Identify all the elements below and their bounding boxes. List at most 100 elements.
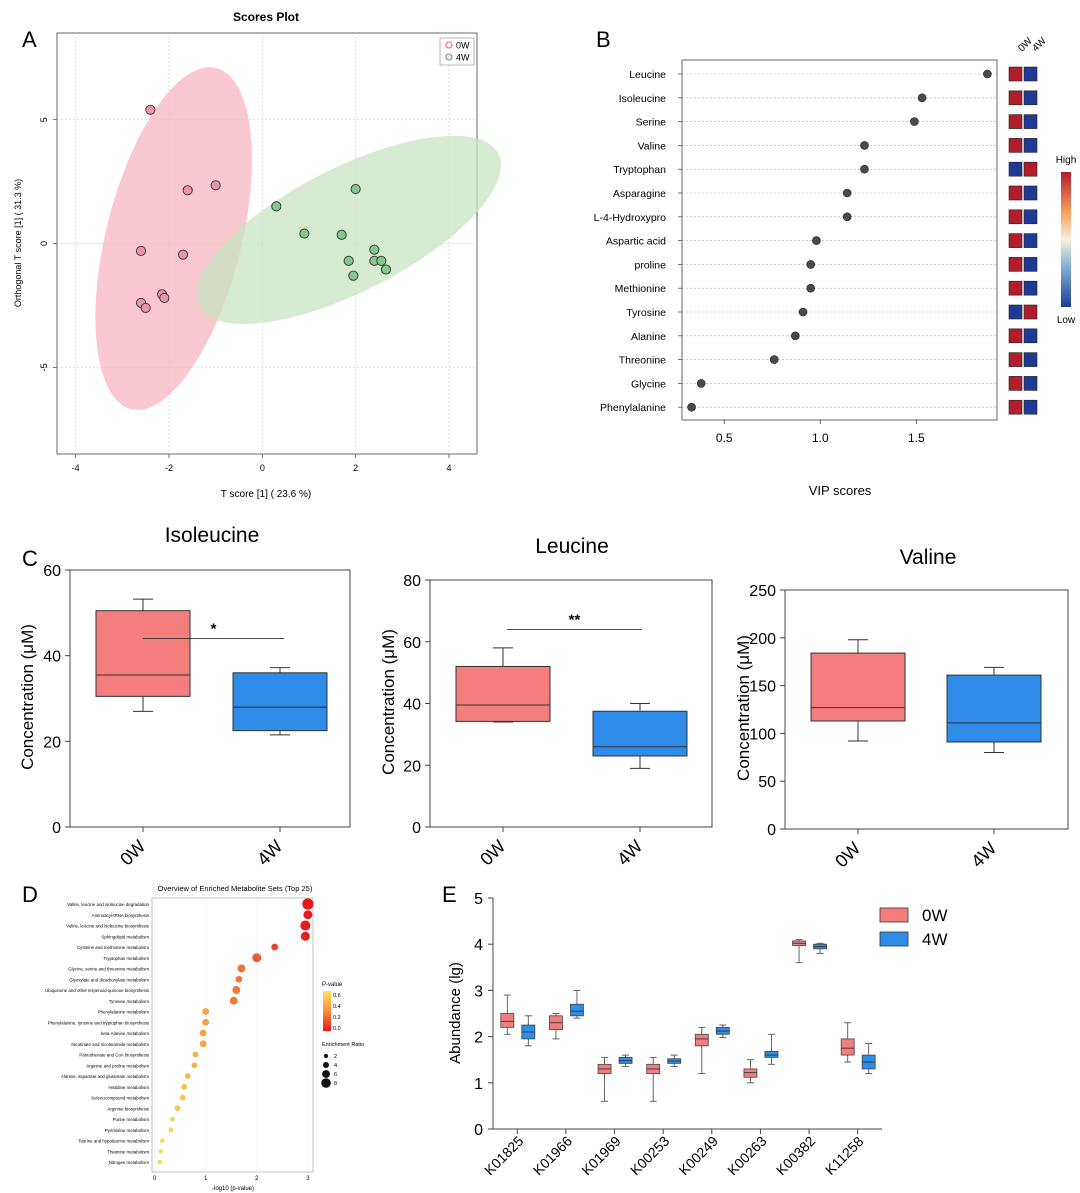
leucine-y-tick-label: 20: [403, 758, 421, 775]
enrichment-point: [181, 1083, 188, 1090]
abundance-box-0w: [840, 1038, 855, 1056]
score-point-0w: [210, 180, 221, 191]
panel-letter-e: E: [442, 882, 457, 907]
abundance-y-tick-label: 2: [474, 1030, 483, 1047]
vip-plot-panel: VIP scores 0W 4W High Low 0.5 1.0 1.5Leuci…: [594, 35, 1077, 498]
enrichment-set-label: Pantothenate and CoA biosynthesis: [79, 1053, 149, 1058]
enrichment-point: [174, 1105, 181, 1112]
vip-point: [798, 307, 808, 317]
vip-metabolite-label: Asparagine: [613, 188, 666, 200]
heatmap-cell-0w: [1008, 399, 1023, 415]
vip-metabolite-label: Alanine: [631, 331, 666, 343]
abundance-y-tick-label: 1: [474, 1076, 483, 1093]
heatmap-cell-4w: [1023, 257, 1038, 272]
enrichment-size-legend-dot: [321, 1078, 331, 1088]
heatmap-cell-0w: [1008, 304, 1023, 320]
enrichment-panel: Overview of Enriched Metabolite Sets (To…: [45, 884, 364, 1192]
scores-plot-y-tick-label: 0: [39, 241, 49, 246]
score-point-0w: [135, 245, 147, 256]
scores-plot-panel: Scores Plot T score [1] ( 23.6 %) Orthog…: [13, 10, 501, 500]
abundance-box-0w: [694, 1033, 709, 1047]
score-point-0w: [159, 292, 170, 304]
enrichment-size-legend-label: 8: [334, 1081, 337, 1087]
enrichment-point: [300, 931, 310, 941]
scores-plot-y-tick-label: 5: [39, 117, 49, 122]
heatmap-cell-0w: [1008, 90, 1023, 106]
scores-plot-x-tick-label: -2: [165, 463, 173, 473]
vip-point: [687, 402, 696, 412]
score-point-4w: [369, 244, 380, 255]
vip-metabolite-label: Tyrosine: [626, 307, 666, 319]
enrichment-set-label: Tyrosine metabolism: [109, 999, 150, 1004]
enrichment-set-label: Ubiquinone and other terpenoid-quinone b…: [45, 988, 150, 993]
enrichment-set-label: Nicotinate and nicotinamide metabolism: [71, 1042, 149, 1047]
enrichment-point: [237, 964, 246, 973]
enrichment-point: [158, 1148, 163, 1154]
enrichment-point: [157, 1159, 162, 1165]
enrichment-point: [235, 975, 243, 983]
heatmap-cell-0w: [1008, 114, 1023, 129]
valine-x-tick-label: 4W: [967, 838, 1000, 871]
heatmap-cell-4w: [1023, 114, 1038, 129]
enrichment-size-legend-dot: [323, 1062, 329, 1068]
score-point-4w: [350, 183, 361, 195]
heatmap-cell-0w: [1008, 352, 1023, 367]
isoleucine-x-tick-label: 4W: [253, 836, 286, 869]
isoleucine-y-label: Concentration (μM): [18, 624, 37, 770]
score-point-0w: [182, 185, 193, 196]
scores-plot-x-tick-label: 0: [260, 463, 265, 473]
isoleucine-frame: [69, 569, 351, 828]
ellipse-0w: [95, 67, 252, 410]
legend-label-4w: 4W: [456, 53, 470, 63]
enrichment-size-legend-label: 2: [334, 1054, 337, 1060]
scores-plot-x-tick-label: 2: [353, 463, 358, 473]
isoleucine-x-tick-label: 0W: [116, 836, 149, 869]
enrichment-set-label: Phenylalanine, tyrosine and tryptophan b…: [48, 1020, 150, 1025]
enrichment-set-label: Glycine, serine and threonine metabolism: [68, 967, 149, 972]
score-point-0w: [177, 249, 189, 260]
concentration-boxplots-panel: Isoleucine Concentration (μM) Leucine Co…: [18, 524, 1069, 871]
valine-box-0w: [810, 652, 906, 722]
enrichment-set-label: Glyoxylate and dicarboxylate metabolism: [69, 977, 149, 982]
enrichment-point: [170, 1116, 175, 1122]
enrichment-set-label: Thiamine metabolism: [107, 1149, 149, 1154]
abundance-x-tick-label: K00382: [773, 1133, 819, 1179]
vip-metabolite-label: Threonine: [619, 355, 666, 367]
legend-swatch-4w: [879, 931, 909, 947]
leucine-x-tick-label: 4W: [613, 836, 646, 869]
score-point-4w: [376, 255, 387, 266]
enrichment-point: [303, 910, 313, 920]
vip-point: [842, 188, 852, 198]
enrichment-set-label: Arginine biosynthesis: [108, 1106, 150, 1111]
abundance-x-tick-label: K01969: [578, 1133, 624, 1179]
enrichment-title: Overview of Enriched Metabolite Sets (To…: [158, 884, 313, 893]
vip-metabolite-label: Glycine: [631, 378, 666, 390]
legend-label-4w: 4W: [922, 930, 948, 949]
enrichment-set-label: Purine metabolism: [113, 1117, 150, 1122]
vip-point: [860, 164, 869, 174]
vip-point: [806, 283, 815, 293]
scores-plot-y-tick-label: -5: [39, 363, 49, 371]
vip-metabolite-label: Serine: [636, 117, 667, 129]
enrichment-set-label: Pyrimidine metabolism: [105, 1128, 150, 1133]
enrichment-point: [168, 1127, 174, 1133]
colorbar: [1061, 172, 1071, 307]
vip-metabolite-label: Phenylalanine: [600, 402, 666, 414]
heatmap-cell-4w: [1023, 185, 1038, 201]
legend-label-0w: 0W: [922, 906, 948, 925]
pvalue-legend-label: 0.0: [333, 1026, 341, 1032]
vip-point: [806, 260, 815, 269]
vip-point: [860, 141, 869, 150]
heatmap-cell-4w: [1023, 233, 1038, 248]
enrichment-size-legend-label: 6: [334, 1072, 337, 1078]
heatmap-cell-0w: [1008, 185, 1023, 201]
enrichment-x-tick-label: 0: [153, 1176, 157, 1182]
enrichment-point: [232, 986, 241, 994]
isoleucine-y-tick-label: 0: [52, 820, 61, 837]
enrichment-set-label: Cysteine and methionine metabolism: [77, 945, 149, 950]
legend-label-0w: 0W: [456, 41, 470, 51]
abundance-legend: 0W 4W: [879, 906, 948, 949]
vip-metabolite-label: Methionine: [615, 283, 667, 295]
enrichment-point: [271, 943, 279, 951]
